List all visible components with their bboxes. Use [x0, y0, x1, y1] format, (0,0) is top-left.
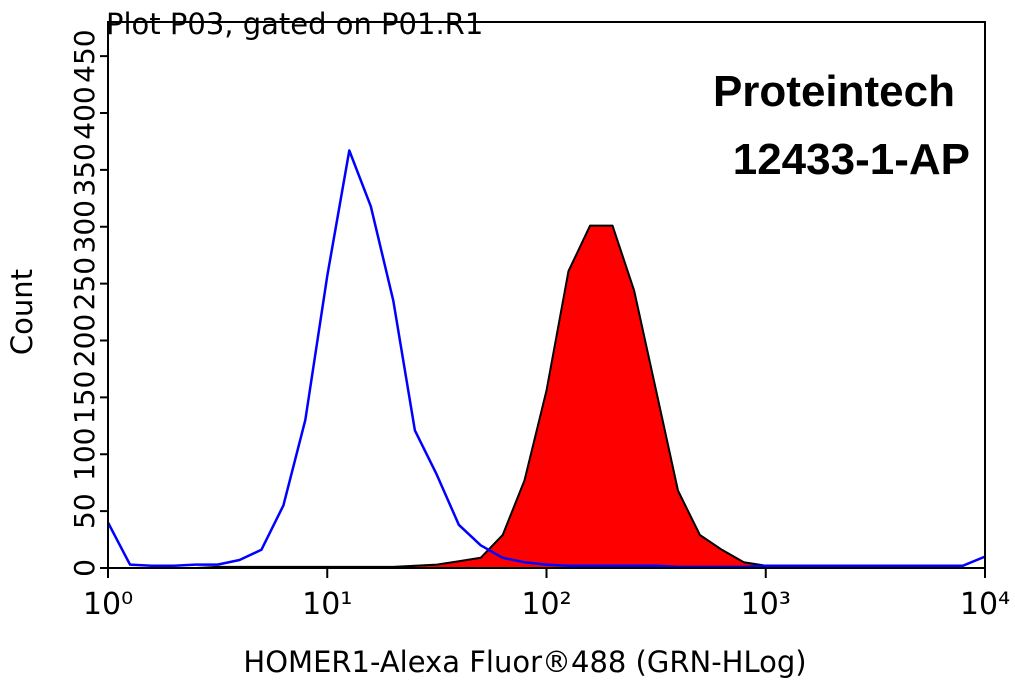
annotation: Proteintech [713, 67, 955, 116]
histogram-line [106, 149, 986, 569]
histogram-area [107, 224, 986, 569]
chart-title: Plot P03, gated on P01.R1 [106, 7, 483, 41]
y-tick-label: 300 [68, 200, 101, 253]
annotation: 12433-1-AP [733, 135, 970, 184]
y-tick-label: 450 [68, 29, 101, 82]
x-tick-label: 10³ [741, 587, 791, 622]
x-tick-label: 10⁴ [960, 587, 1010, 622]
y-tick-label: 350 [68, 143, 101, 196]
x-tick-label: 10² [521, 587, 571, 622]
y-tick-label: 200 [68, 314, 101, 367]
y-tick-label: 50 [68, 493, 101, 529]
y-tick-label: 100 [68, 428, 101, 481]
y-tick-label: 150 [68, 371, 101, 424]
x-axis-label: HOMER1-Alexa Fluor®488 (GRN-HLog) [243, 645, 806, 679]
y-tick-label: 250 [68, 257, 101, 310]
x-tick-label: 10¹ [302, 587, 352, 622]
y-axis-label: Count [5, 269, 39, 355]
y-tick-label: 0 [68, 559, 101, 577]
x-tick-label: 10⁰ [83, 587, 133, 622]
y-tick-label: 400 [68, 86, 101, 139]
